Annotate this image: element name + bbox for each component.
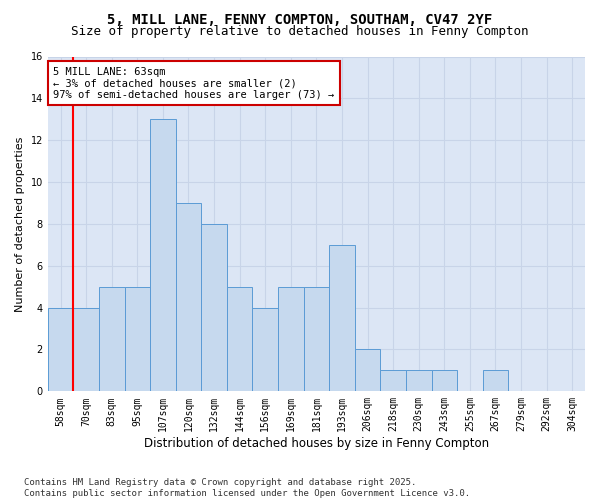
Bar xyxy=(48,308,73,392)
Bar xyxy=(125,286,150,392)
Bar xyxy=(278,286,304,392)
Text: 5, MILL LANE, FENNY COMPTON, SOUTHAM, CV47 2YF: 5, MILL LANE, FENNY COMPTON, SOUTHAM, CV… xyxy=(107,12,493,26)
Bar xyxy=(431,370,457,392)
Bar xyxy=(253,308,278,392)
Text: Size of property relative to detached houses in Fenny Compton: Size of property relative to detached ho… xyxy=(71,25,529,38)
Text: 5 MILL LANE: 63sqm
← 3% of detached houses are smaller (2)
97% of semi-detached : 5 MILL LANE: 63sqm ← 3% of detached hous… xyxy=(53,66,334,100)
Bar xyxy=(150,120,176,392)
Bar xyxy=(227,286,253,392)
Bar xyxy=(176,203,201,392)
Bar xyxy=(380,370,406,392)
Bar xyxy=(99,286,125,392)
Bar xyxy=(73,308,99,392)
Bar xyxy=(329,245,355,392)
Bar xyxy=(406,370,431,392)
X-axis label: Distribution of detached houses by size in Fenny Compton: Distribution of detached houses by size … xyxy=(144,437,489,450)
Bar xyxy=(482,370,508,392)
Text: Contains HM Land Registry data © Crown copyright and database right 2025.
Contai: Contains HM Land Registry data © Crown c… xyxy=(24,478,470,498)
Bar xyxy=(304,286,329,392)
Bar xyxy=(355,350,380,392)
Bar xyxy=(201,224,227,392)
Y-axis label: Number of detached properties: Number of detached properties xyxy=(15,136,25,312)
